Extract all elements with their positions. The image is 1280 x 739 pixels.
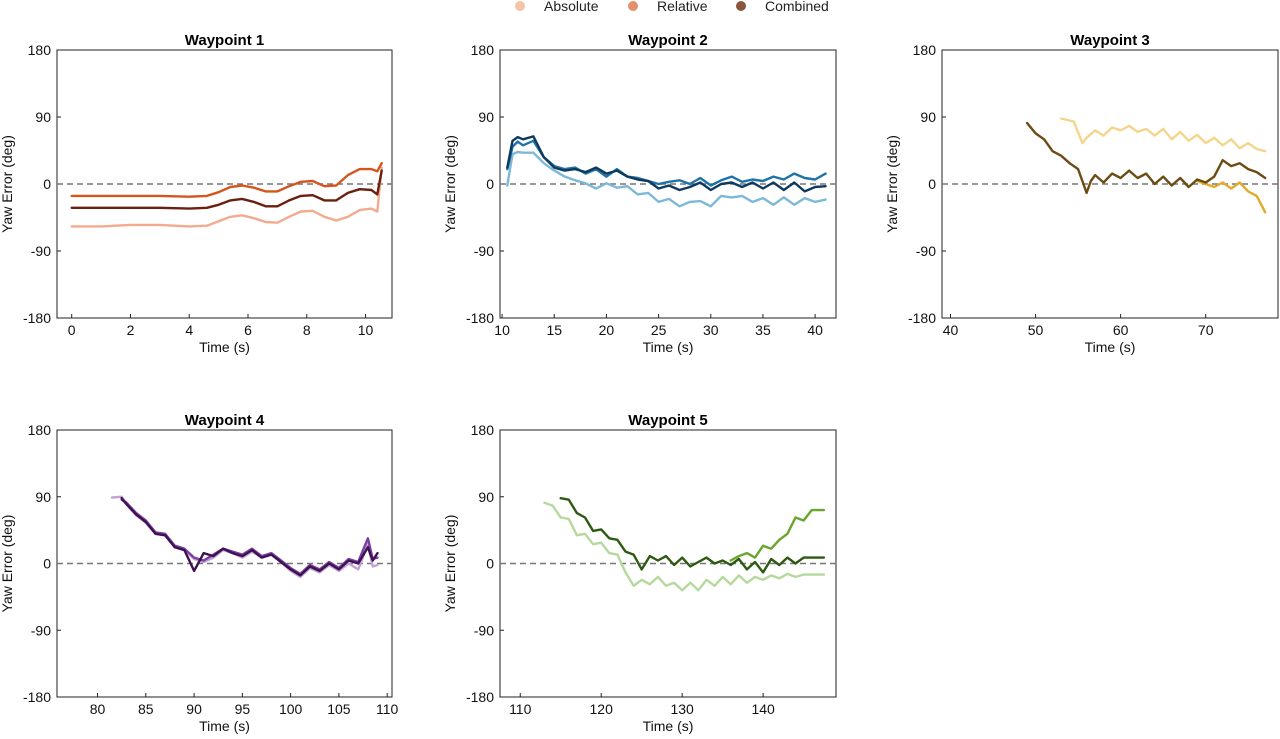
- y-tick-label: -180: [23, 689, 51, 705]
- legend-marker-combined: [736, 1, 746, 11]
- y-tick-label: -180: [466, 310, 494, 326]
- y-tick-label: -180: [23, 310, 51, 326]
- series-line-relative: [729, 508, 826, 562]
- y-tick-label: -180: [466, 689, 494, 705]
- x-tick-label: 35: [755, 322, 771, 338]
- series-line-absolute: [506, 150, 827, 208]
- x-tick-label: 10: [494, 322, 510, 338]
- y-axis-label: Yaw Error (deg): [0, 515, 15, 613]
- y-tick-label: 180: [913, 42, 937, 58]
- x-tick-label: 10: [358, 322, 374, 338]
- y-axis-label: Yaw Error (deg): [442, 515, 458, 613]
- y-tick-label: 180: [471, 42, 495, 58]
- y-tick-label: 0: [43, 556, 51, 572]
- series-line-absolute: [110, 495, 379, 579]
- x-tick-label: 85: [138, 701, 154, 717]
- y-tick-label: 90: [478, 489, 494, 505]
- x-tick-label: 8: [303, 322, 311, 338]
- legend-label-combined: Combined: [765, 0, 829, 14]
- y-axis-label: Yaw Error (deg): [0, 135, 15, 233]
- y-tick-label: 90: [478, 109, 494, 125]
- series-line-relative: [120, 498, 379, 576]
- panel-waypoint-3: Waypoint 3 -180 -90 0 90 180 40 50 60 70 Time (s) Y…: [884, 32, 1279, 355]
- series-line-combined: [70, 169, 383, 210]
- series-line-absolute: [1059, 117, 1267, 153]
- x-tick-label: 2: [127, 322, 135, 338]
- x-tick-label: 6: [244, 322, 252, 338]
- y-tick-label: -90: [916, 243, 936, 259]
- y-tick-label: 90: [35, 109, 51, 125]
- y-tick-label: 180: [28, 422, 52, 438]
- legend-label-relative: Relative: [657, 0, 708, 14]
- x-axis-label: Time (s): [199, 339, 250, 355]
- x-tick-label: 95: [235, 701, 251, 717]
- x-tick-label: 60: [1113, 322, 1129, 338]
- panel-waypoint-2: Waypoint 2 -180 -90 0 90 180 10 15 20 25 30 35 40 Tim…: [442, 32, 837, 355]
- series-line-combined: [506, 135, 827, 193]
- y-tick-label: -90: [31, 243, 51, 259]
- x-tick-label: 120: [590, 701, 614, 717]
- y-tick-label: 0: [928, 176, 936, 192]
- x-tick-label: 70: [1198, 322, 1214, 338]
- panels: Waypoint 1 -180 -90 0 90 180 0 2 4 6 8 10 Time (s) Ya…: [0, 32, 1279, 734]
- x-tick-label: 90: [186, 701, 202, 717]
- panel-waypoint-1: Waypoint 1 -180 -90 0 90 180 0 2 4 6 8 10 Time (s) Ya…: [0, 32, 393, 355]
- y-tick-label: 0: [486, 556, 494, 572]
- series-line-absolute: [70, 166, 383, 228]
- legend-label-absolute: Absolute: [544, 0, 599, 14]
- x-tick-label: 105: [327, 701, 351, 717]
- panel-waypoint-4: Waypoint 4 -180 -90 0 90 180 80 85 90 95 100 105 110…: [0, 412, 399, 734]
- x-tick-label: 100: [279, 701, 303, 717]
- y-axis-label: Yaw Error (deg): [442, 135, 458, 233]
- series-line-absolute: [543, 501, 826, 592]
- x-tick-label: 0: [68, 322, 76, 338]
- legend-marker-absolute: [515, 1, 525, 11]
- series-line-relative: [506, 139, 827, 187]
- x-tick-label: 110: [509, 701, 532, 717]
- y-tick-label: 0: [486, 176, 494, 192]
- x-tick-label: 25: [651, 322, 667, 338]
- panel-title: Waypoint 5: [628, 412, 707, 429]
- series-line-combined: [1025, 121, 1267, 195]
- y-tick-label: 90: [920, 109, 936, 125]
- panel-title: Waypoint 4: [185, 412, 265, 429]
- x-tick-label: 130: [670, 701, 694, 717]
- x-axis-label: Time (s): [643, 718, 694, 734]
- series-line-combined: [559, 497, 826, 574]
- series-line-relative: [70, 162, 383, 198]
- y-tick-label: 180: [28, 42, 52, 58]
- y-axis-label: Yaw Error (deg): [884, 135, 900, 233]
- y-tick-label: -90: [474, 243, 494, 259]
- x-axis-label: Time (s): [1085, 339, 1136, 355]
- x-tick-label: 40: [943, 322, 959, 338]
- panel-waypoint-5: Waypoint 5 -180 -90 0 90 180 110 120 130 140 Time …: [442, 412, 837, 734]
- x-tick-label: 30: [703, 322, 719, 338]
- x-tick-label: 15: [546, 322, 562, 338]
- legend-marker-relative: [628, 1, 638, 11]
- y-tick-label: -180: [908, 310, 936, 326]
- series-line-combined: [120, 497, 379, 577]
- panel-title: Waypoint 3: [1070, 32, 1149, 49]
- x-tick-label: 20: [599, 322, 615, 338]
- x-tick-label: 140: [751, 701, 775, 717]
- legend: Absolute Relative Combined: [515, 0, 829, 14]
- x-tick-label: 80: [90, 701, 106, 717]
- panel-title: Waypoint 1: [185, 32, 264, 49]
- y-tick-label: 0: [43, 176, 51, 192]
- y-tick-label: 180: [471, 422, 495, 438]
- x-axis-label: Time (s): [643, 339, 694, 355]
- y-tick-label: -90: [31, 622, 51, 638]
- y-tick-label: -90: [474, 622, 494, 638]
- x-axis-label: Time (s): [199, 718, 250, 734]
- panel-title: Waypoint 2: [628, 32, 707, 49]
- y-tick-label: 90: [35, 489, 51, 505]
- x-tick-label: 4: [185, 322, 193, 338]
- x-tick-label: 110: [376, 701, 399, 717]
- x-tick-label: 40: [807, 322, 823, 338]
- series-line-relative: [1196, 179, 1267, 214]
- x-tick-label: 50: [1028, 322, 1044, 338]
